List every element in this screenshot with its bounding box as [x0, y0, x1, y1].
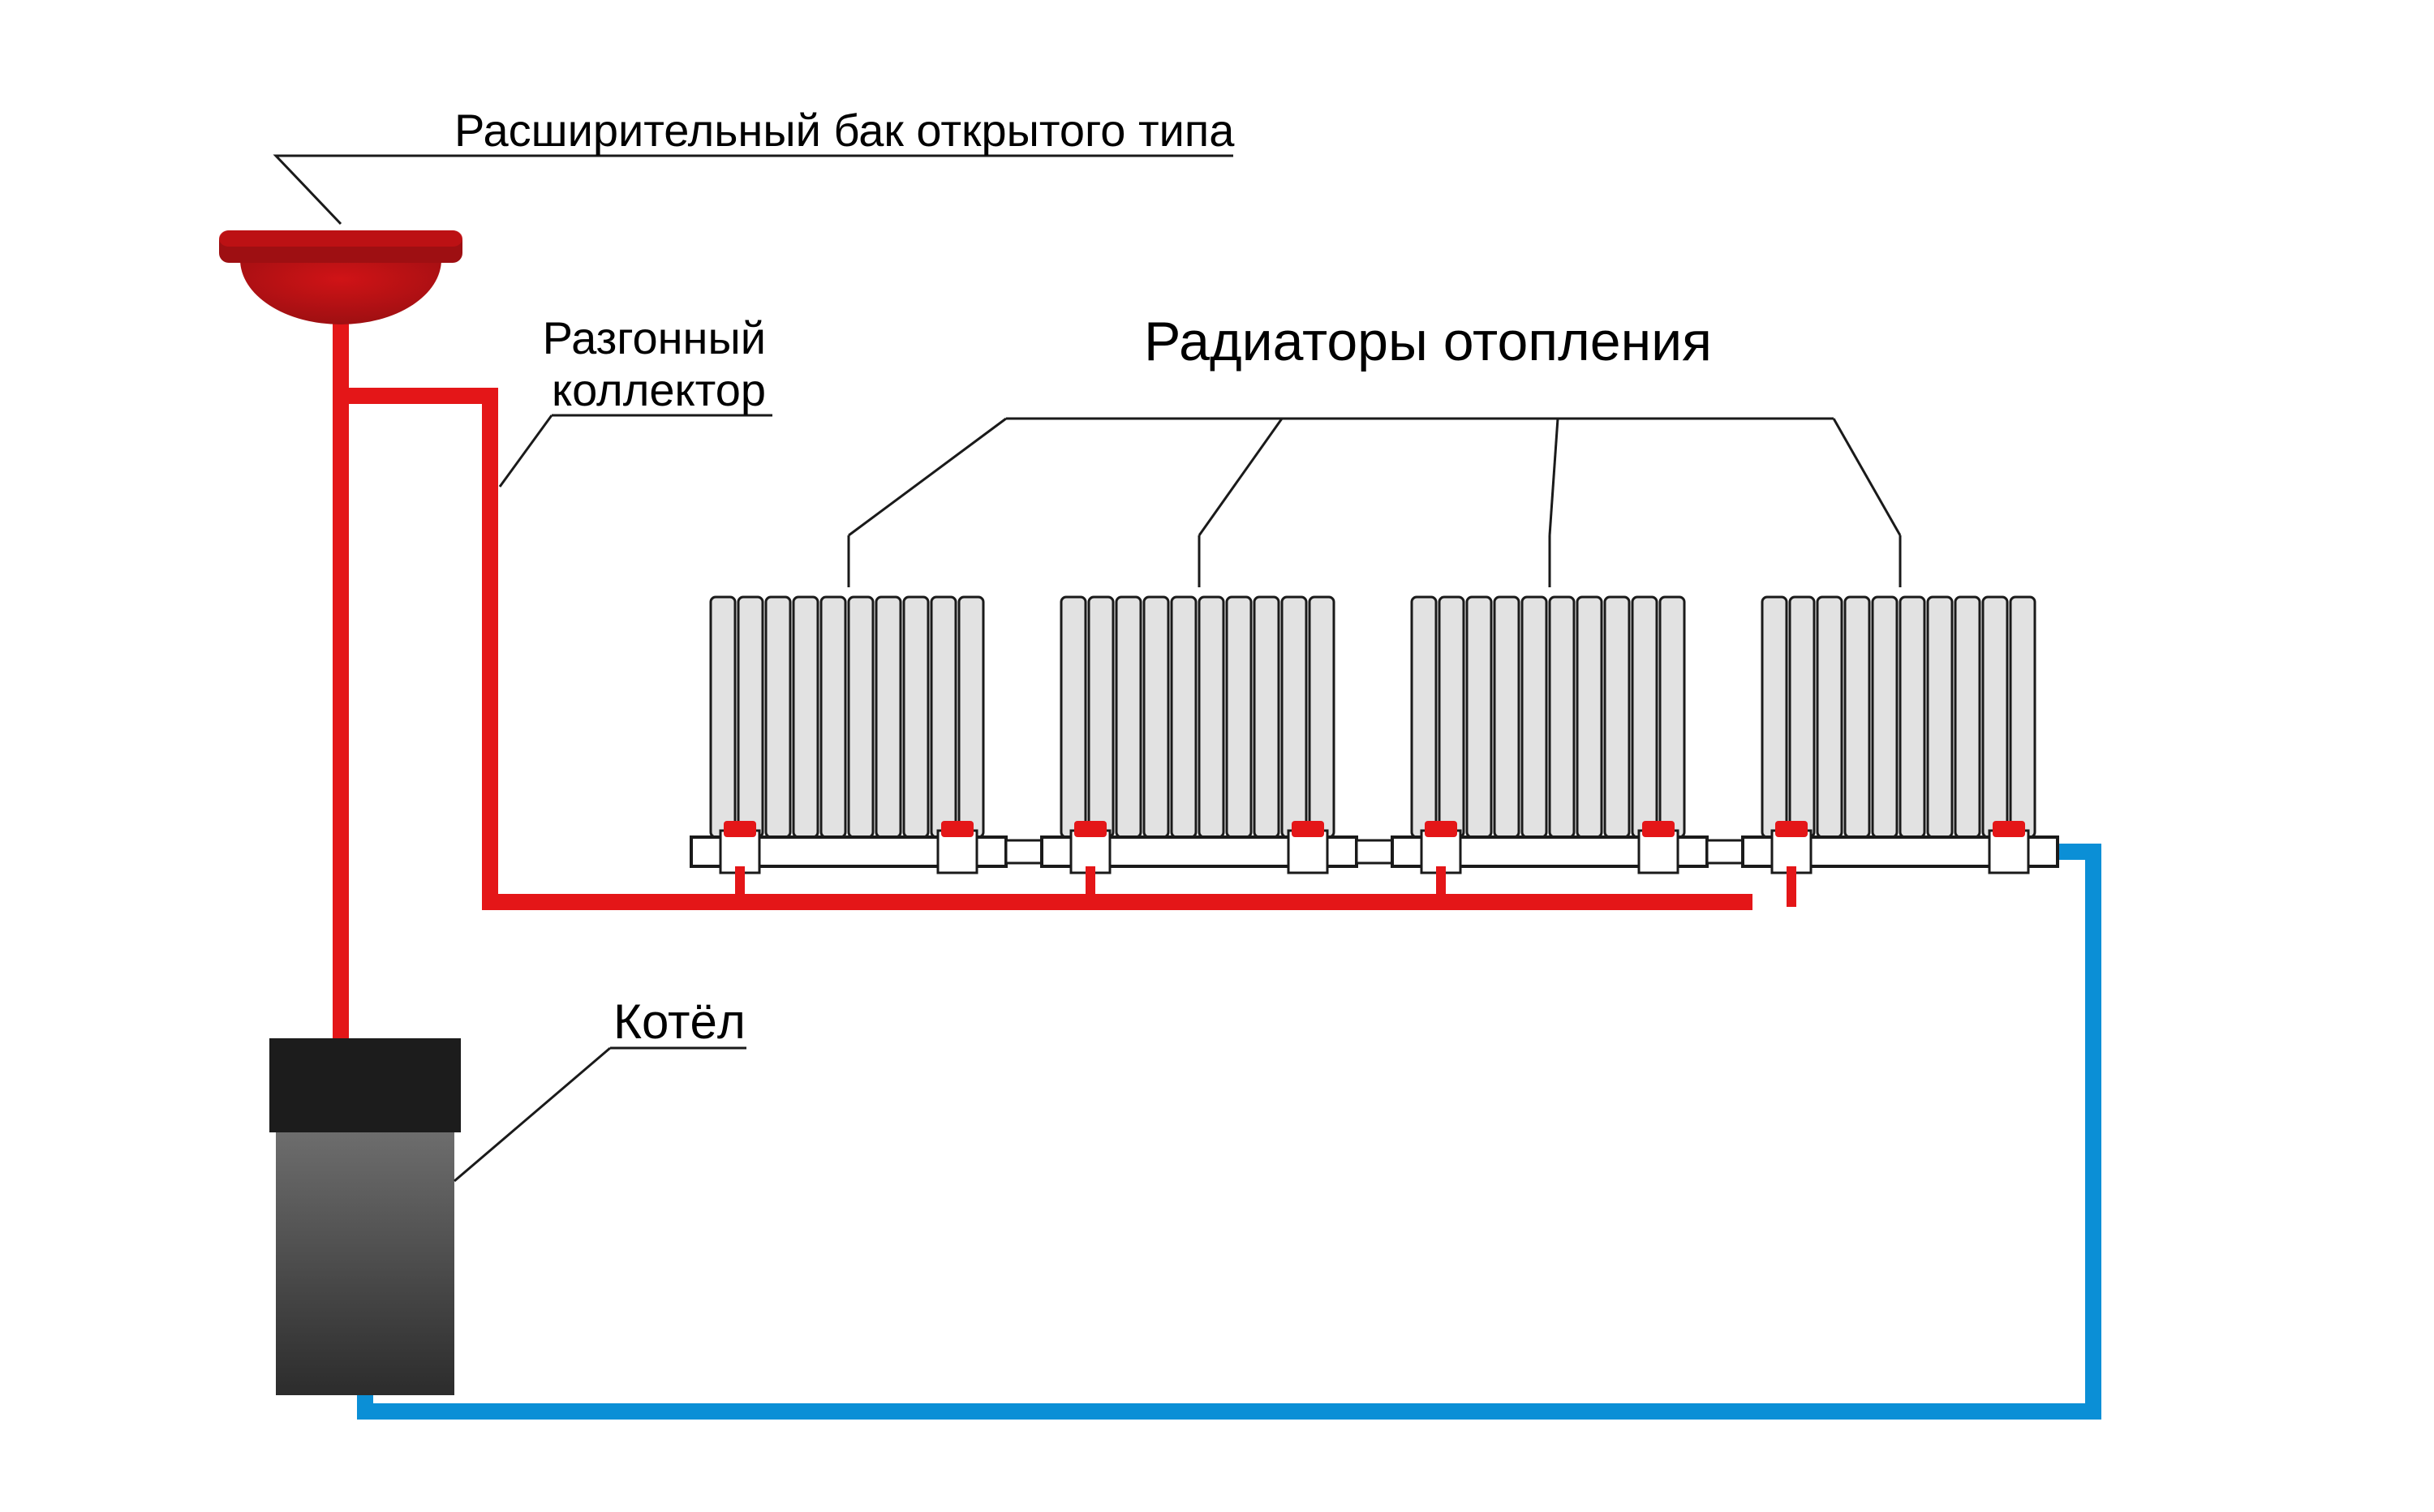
label-booster-line1: Разгонный [543, 312, 766, 363]
label-booster-line2: коллектор [552, 364, 766, 415]
valve-hot-icon [724, 821, 756, 837]
label-expansion-tank: Расширительный бак открытого типа [454, 105, 1235, 156]
valve-hot-icon [1775, 821, 1808, 837]
label-radiators: Радиаторы отопления [1144, 311, 1712, 372]
valve-hot-icon [1074, 821, 1107, 837]
radiator-4 [1743, 597, 2058, 902]
label-boiler: Котёл [613, 994, 746, 1049]
valve-hot-icon [1425, 821, 1457, 837]
valve-icon [1993, 821, 2025, 837]
heating-diagram: Расширительный бак открытого типа Разгонн… [0, 0, 2434, 1512]
valve-icon [1292, 821, 1324, 837]
valve-icon [941, 821, 974, 837]
valve-icon [1642, 821, 1675, 837]
boiler [269, 1038, 461, 1395]
diagram-svg: Расширительный бак открытого типа Разгонн… [0, 0, 2434, 1512]
